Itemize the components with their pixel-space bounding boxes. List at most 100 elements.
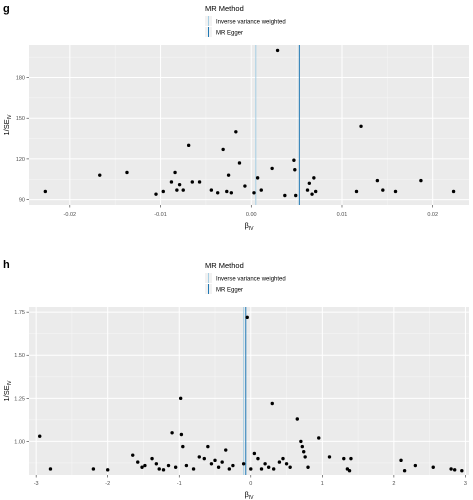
data-point xyxy=(91,467,96,471)
data-point xyxy=(161,189,165,194)
data-point xyxy=(206,444,210,449)
plot-panel xyxy=(29,45,469,205)
x-tick-label: -0.02 xyxy=(64,212,77,218)
panel-h: h MR Method Inverse variance weighted MR Eg… xyxy=(2,259,469,500)
data-point xyxy=(293,168,297,172)
x-tick-label: 3 xyxy=(464,481,467,487)
data-point xyxy=(229,191,234,195)
data-point xyxy=(393,189,398,194)
legend-entry-label: MR Egger xyxy=(216,31,243,37)
x-tick-label: 0 xyxy=(249,481,252,487)
data-point xyxy=(98,173,102,177)
data-point xyxy=(402,468,407,473)
data-point xyxy=(305,188,310,192)
data-point xyxy=(452,468,457,472)
data-point xyxy=(306,465,310,469)
panel-g: g MR Method Inverse variance weighted MR Eg… xyxy=(2,3,469,232)
data-point xyxy=(38,434,42,438)
data-point xyxy=(216,465,221,469)
legend-entry-label: Inverse variance weighted xyxy=(216,277,286,283)
x-tick-label: -0.01 xyxy=(154,212,167,218)
data-point xyxy=(143,463,147,468)
data-point xyxy=(213,458,217,463)
data-point xyxy=(136,460,140,464)
x-tick-label: -2 xyxy=(105,481,110,487)
data-point xyxy=(307,181,312,186)
x-axis-title: βIV xyxy=(244,490,254,500)
y-axis-title: 1/SEIV xyxy=(2,380,13,402)
data-point xyxy=(431,465,435,469)
data-point xyxy=(169,180,174,184)
data-point xyxy=(277,460,282,464)
data-point xyxy=(202,456,206,461)
data-point xyxy=(173,170,177,175)
data-point xyxy=(327,455,332,459)
legend: MR Method Inverse variance weighted MR Egg… xyxy=(205,261,286,294)
data-point xyxy=(375,178,380,183)
data-point xyxy=(181,444,185,449)
data-point xyxy=(125,170,129,175)
x-tick-label: -1 xyxy=(177,481,182,487)
data-point xyxy=(270,401,274,406)
data-point xyxy=(271,467,276,471)
data-point xyxy=(157,467,161,471)
legend-title: MR Method xyxy=(205,261,244,270)
data-point xyxy=(347,468,352,473)
data-point xyxy=(275,48,280,53)
data-point xyxy=(292,158,296,162)
legend-title: MR Method xyxy=(205,4,244,13)
data-point xyxy=(234,130,238,134)
data-point xyxy=(227,467,232,471)
data-point xyxy=(259,188,263,192)
data-point xyxy=(284,462,289,466)
data-point xyxy=(300,444,305,449)
data-point xyxy=(173,465,178,469)
data-point xyxy=(140,465,144,469)
panel-label: h xyxy=(3,259,10,271)
data-point xyxy=(225,189,229,194)
data-point xyxy=(342,456,346,461)
data-point xyxy=(224,448,228,452)
y-tick-label: 180 xyxy=(16,76,25,82)
data-point xyxy=(283,193,287,198)
legend-entry-label: Inverse variance weighted xyxy=(216,20,286,26)
data-point xyxy=(288,465,292,469)
data-point xyxy=(154,192,158,196)
data-point xyxy=(154,462,159,466)
plot-panel xyxy=(29,307,469,475)
data-point xyxy=(270,166,274,171)
data-point xyxy=(381,188,385,192)
data-point xyxy=(245,315,249,320)
y-tick-label: 1.50 xyxy=(14,353,25,359)
data-point xyxy=(451,189,456,194)
data-point xyxy=(303,455,307,459)
data-point xyxy=(170,431,174,435)
data-point xyxy=(181,188,185,192)
data-point xyxy=(249,467,253,471)
data-point xyxy=(460,468,464,473)
data-point xyxy=(197,455,201,459)
data-point xyxy=(105,468,110,472)
data-point xyxy=(241,462,246,466)
data-point xyxy=(178,396,183,401)
data-point xyxy=(413,463,418,468)
data-point xyxy=(349,456,353,461)
data-point xyxy=(197,180,202,184)
data-point xyxy=(221,147,225,152)
data-point xyxy=(150,456,154,461)
data-point xyxy=(237,161,242,165)
data-point xyxy=(317,436,321,440)
x-tick-label: 0.00 xyxy=(246,212,257,218)
y-tick-label: 1.00 xyxy=(14,439,25,445)
data-point xyxy=(226,173,231,177)
data-point xyxy=(419,178,423,183)
data-point xyxy=(220,460,224,464)
x-tick-label: -3 xyxy=(34,481,39,487)
data-point xyxy=(302,450,306,454)
data-point xyxy=(313,189,318,194)
data-point xyxy=(263,462,267,466)
data-point xyxy=(43,189,48,194)
panel-label: g xyxy=(3,3,10,15)
y-tick-label: 150 xyxy=(16,116,25,122)
